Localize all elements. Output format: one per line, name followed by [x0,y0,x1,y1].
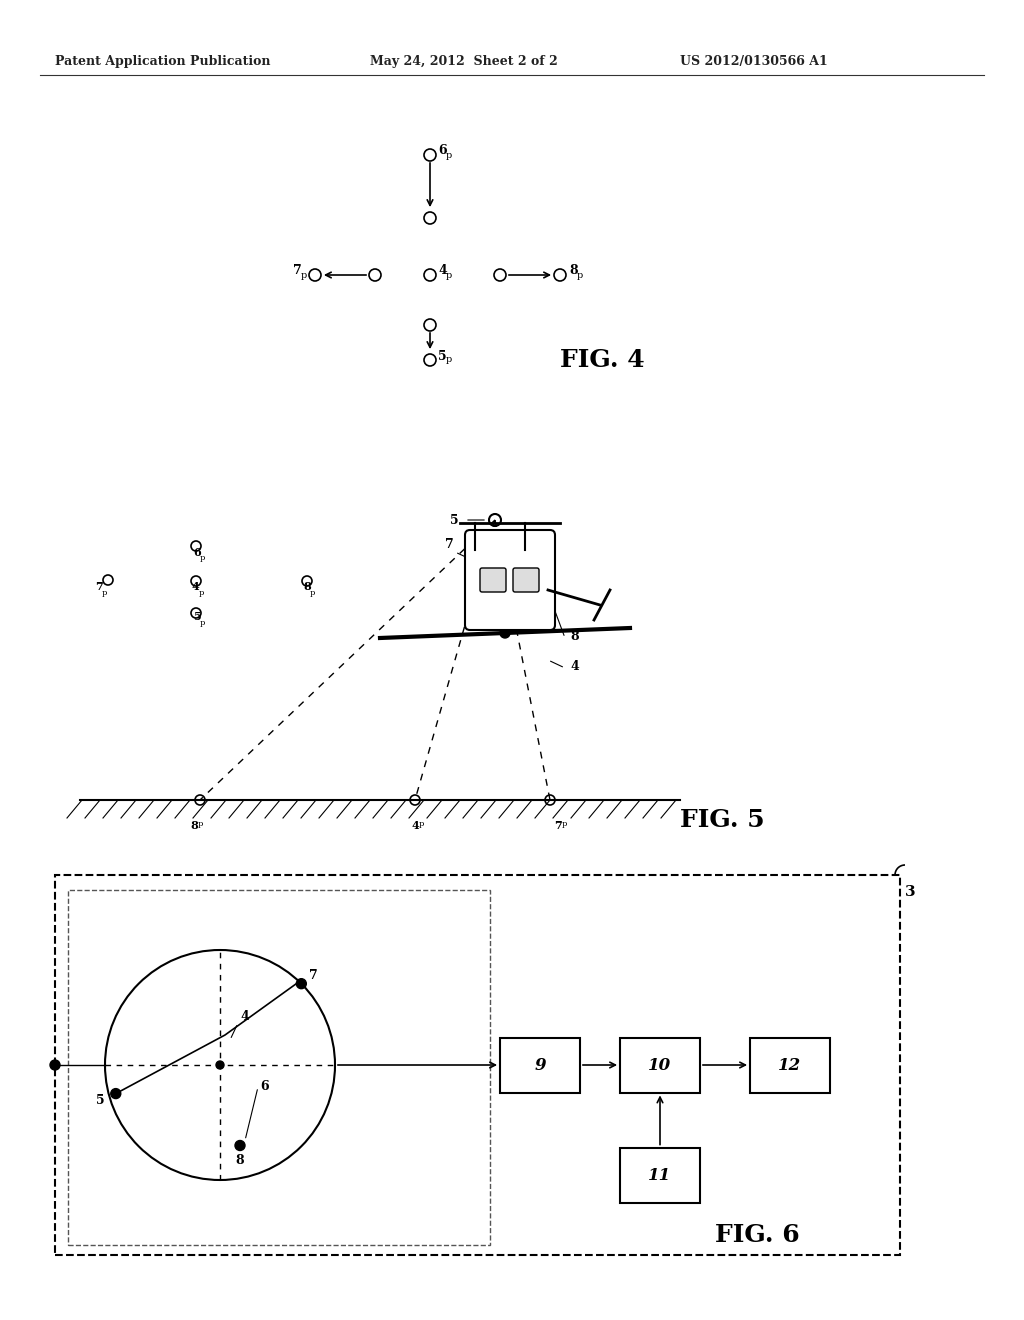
Text: FIG. 5: FIG. 5 [680,808,765,832]
Text: 5: 5 [96,1093,104,1106]
Text: p: p [199,589,205,597]
Text: p: p [446,271,453,280]
FancyBboxPatch shape [620,1147,700,1203]
Text: 3: 3 [905,884,915,899]
FancyBboxPatch shape [620,1038,700,1093]
Text: 8: 8 [570,630,579,643]
Text: p: p [198,820,204,828]
Text: p: p [562,820,567,828]
FancyBboxPatch shape [465,531,555,630]
Text: 7: 7 [554,820,562,832]
Text: p: p [301,271,307,280]
Text: 7: 7 [309,969,318,982]
Circle shape [500,628,510,638]
FancyBboxPatch shape [68,890,490,1245]
Circle shape [296,978,306,989]
Text: 4: 4 [570,660,579,673]
Text: Patent Application Publication: Patent Application Publication [55,55,270,69]
Text: 7: 7 [445,539,454,550]
Text: 6: 6 [260,1080,268,1093]
Text: 7: 7 [293,264,302,277]
Text: 6: 6 [193,546,201,558]
Text: p: p [446,355,453,364]
Text: p: p [419,820,424,828]
Text: 5: 5 [450,513,459,527]
Text: 6: 6 [438,144,446,157]
FancyBboxPatch shape [480,568,506,591]
Text: 5: 5 [193,611,201,622]
Text: p: p [102,589,108,597]
Text: p: p [446,150,453,160]
Text: US 2012/0130566 A1: US 2012/0130566 A1 [680,55,827,69]
Text: FIG. 4: FIG. 4 [560,348,645,372]
Text: 5: 5 [438,350,446,363]
Text: p: p [200,554,206,562]
Text: 7: 7 [95,581,102,591]
Circle shape [216,1061,224,1069]
Text: 4: 4 [438,264,446,277]
Text: 4: 4 [193,581,200,591]
Text: p: p [577,271,584,280]
Text: 10: 10 [648,1056,672,1073]
FancyBboxPatch shape [55,875,900,1255]
Text: May 24, 2012  Sheet 2 of 2: May 24, 2012 Sheet 2 of 2 [370,55,558,69]
Text: FIG. 6: FIG. 6 [715,1224,800,1247]
Text: 4: 4 [411,820,419,832]
Circle shape [111,1089,121,1098]
Circle shape [234,1140,245,1151]
Text: p: p [200,619,206,627]
Text: 11: 11 [648,1167,672,1184]
Text: 8: 8 [190,820,198,832]
Text: 8: 8 [569,264,578,277]
Text: 8: 8 [234,1154,244,1167]
Circle shape [50,1060,60,1071]
Text: 4: 4 [240,1010,249,1023]
FancyBboxPatch shape [750,1038,830,1093]
Text: p: p [310,589,315,597]
FancyBboxPatch shape [513,568,539,591]
Text: 8: 8 [303,581,310,591]
Text: 12: 12 [778,1056,802,1073]
Text: 9: 9 [535,1056,546,1073]
FancyBboxPatch shape [500,1038,580,1093]
